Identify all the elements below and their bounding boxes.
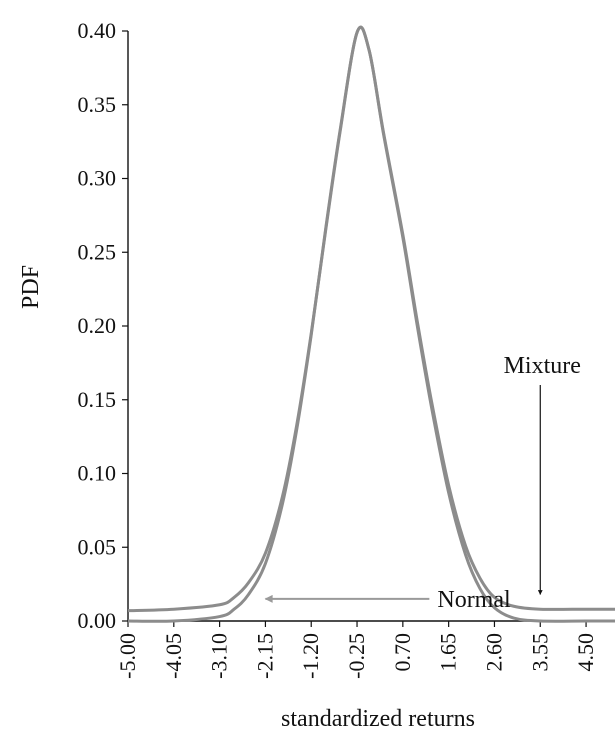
y-tick-label: 0.25 xyxy=(78,239,117,264)
y-tick-label: 0.15 xyxy=(78,387,117,412)
x-tick-label: -4.05 xyxy=(161,633,186,679)
y-tick-label: 0.10 xyxy=(78,461,117,486)
x-tick-label: 1.65 xyxy=(436,633,461,672)
x-axis-label: standardized returns xyxy=(281,706,475,732)
x-tick-label: -5.00 xyxy=(115,633,140,679)
x-tick-label: -2.15 xyxy=(252,633,277,679)
y-tick-label: 0.20 xyxy=(78,313,117,338)
y-axis-label: PDF xyxy=(18,265,44,309)
x-tick-label: 4.50 xyxy=(573,633,598,672)
x-tick-label: -3.10 xyxy=(207,633,232,679)
x-axis-ticks: -5.00 -4.05 -3.10 -2.15 -1.20 -0.25 0.70 1.65 2.… xyxy=(115,621,598,679)
axes xyxy=(127,31,615,622)
y-axis-ticks: 0.00 0.05 0.10 0.15 0.20 0.25 0.30 0.35 0.40 xyxy=(78,18,128,633)
series-line-mixture xyxy=(127,25,615,613)
x-tick-label: 3.55 xyxy=(527,633,552,672)
x-tick-label: 0.70 xyxy=(390,633,415,672)
y-tick-label: 0.05 xyxy=(78,534,117,559)
y-tick-label: 0.30 xyxy=(78,166,117,191)
y-tick-label: 0.35 xyxy=(78,92,117,117)
annotations: Normal Mixture xyxy=(264,353,581,613)
x-tick-label: 2.60 xyxy=(481,633,506,672)
y-tick-label: 0.00 xyxy=(78,608,117,633)
series-layer xyxy=(127,25,615,623)
x-tick-label: -1.20 xyxy=(298,633,323,679)
y-tick-label: 0.40 xyxy=(78,18,117,43)
annotation-label-normal: Normal xyxy=(437,587,511,613)
series-line-normal xyxy=(127,25,615,623)
annotation-label-mixture: Mixture xyxy=(504,353,581,379)
x-tick-label: -0.25 xyxy=(344,633,369,679)
